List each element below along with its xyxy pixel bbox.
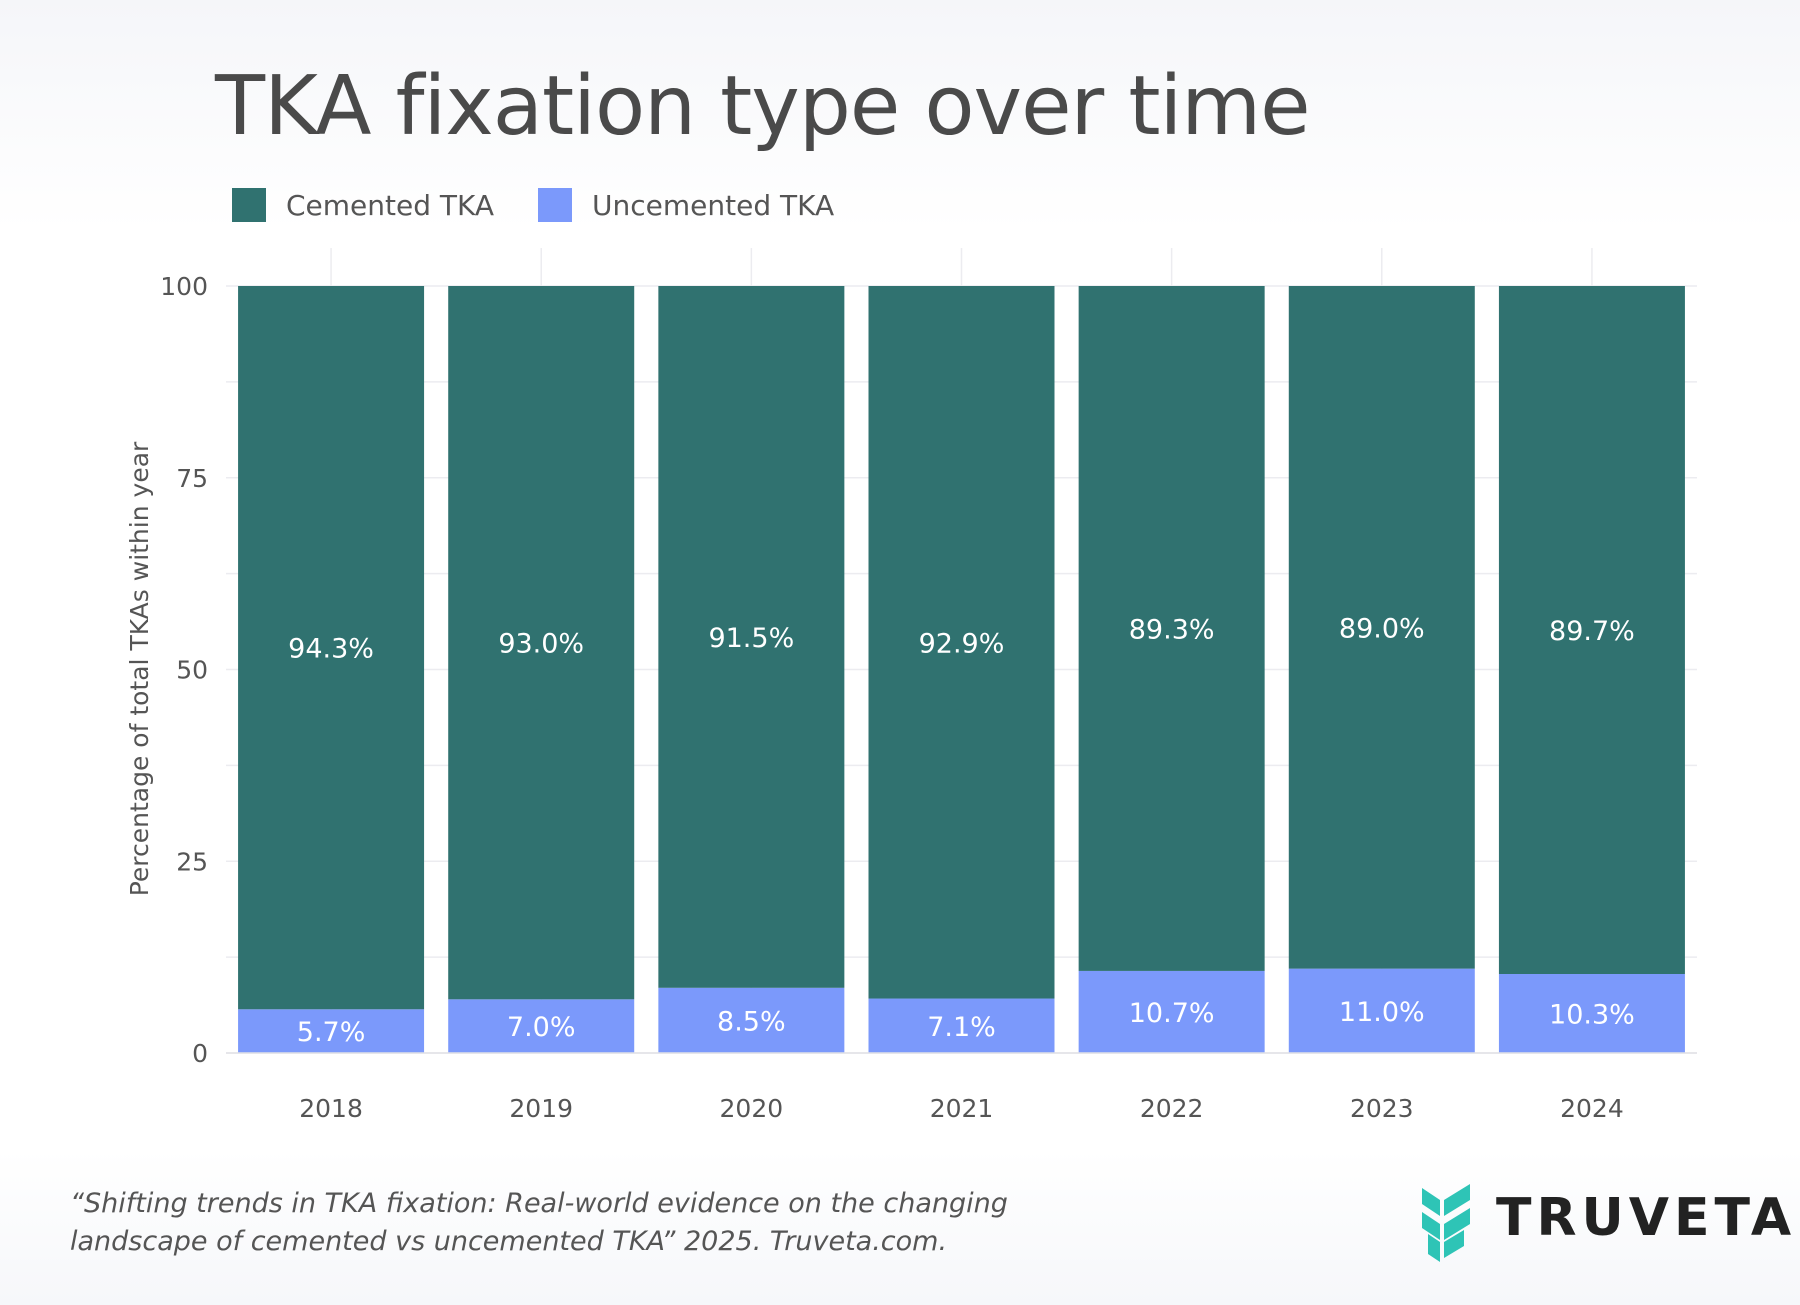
y-tick-label: 0: [192, 1039, 208, 1068]
legend: Cemented TKA Uncemented TKA: [232, 188, 878, 222]
y-tick-label: 100: [160, 272, 208, 301]
x-tick-label: 2023: [1350, 1094, 1414, 1123]
y-tick-label: 25: [176, 847, 208, 876]
legend-label-uncemented: Uncemented TKA: [592, 188, 835, 222]
data-label-cemented: 91.5%: [708, 623, 794, 654]
citation: “Shifting trends in TKA fixation: Real-w…: [70, 1185, 1010, 1261]
data-label-uncemented: 10.7%: [1129, 998, 1215, 1029]
data-label-cemented: 94.3%: [288, 634, 374, 665]
data-label-uncemented: 10.3%: [1549, 999, 1635, 1030]
data-label-uncemented: 7.1%: [927, 1012, 996, 1043]
bar-cemented: [658, 286, 845, 988]
data-label-uncemented: 7.0%: [507, 1012, 576, 1043]
x-tick-label: 2021: [930, 1094, 994, 1123]
bar-uncemented: [1078, 970, 1265, 1053]
data-label-uncemented: 8.5%: [717, 1006, 786, 1037]
data-label-cemented: 93.0%: [498, 629, 584, 660]
bar-uncemented: [448, 999, 635, 1053]
bar-uncemented: [1288, 968, 1475, 1053]
bar-cemented: [448, 286, 635, 1000]
x-tick-label: 2019: [509, 1094, 573, 1123]
citation-line-2: landscape of cemented vs uncemented TKA”…: [70, 1226, 948, 1257]
bar-uncemented: [658, 987, 845, 1053]
data-label-uncemented: 5.7%: [297, 1017, 366, 1048]
data-labels: 5.7% 94.3% 7.0% 93.0% 8.5% 91.5% 7.1% 92.9% 10.7…: [288, 613, 1635, 1048]
legend-swatch-cemented: [232, 188, 266, 222]
y-tick-label: 75: [176, 464, 208, 493]
truveta-chevron-icon: [1422, 1184, 1470, 1262]
x-tick-label: 2024: [1560, 1094, 1624, 1123]
bar-uncemented: [238, 1009, 425, 1053]
bar-cemented: [238, 286, 425, 1010]
legend-item-cemented[interactable]: Cemented TKA: [232, 188, 494, 222]
x-tick-label: 2022: [1140, 1094, 1204, 1123]
truveta-logo[interactable]: TRUVETA: [1418, 1172, 1796, 1264]
bar-uncemented: [1498, 973, 1685, 1053]
bar-cemented: [1498, 286, 1685, 974]
legend-item-uncemented[interactable]: Uncemented TKA: [538, 188, 834, 222]
bar-cemented: [1288, 286, 1475, 969]
y-tick-label: 50: [176, 656, 208, 685]
axes: 0 25 50 75 100 2018 2019 2020 2021 2022 2023 2024: [160, 272, 1697, 1123]
data-label-cemented: 89.7%: [1549, 616, 1635, 647]
bars: [238, 286, 1685, 1053]
bar-uncemented: [868, 998, 1055, 1053]
legend-label-cemented: Cemented TKA: [286, 188, 495, 222]
y-axis-label: Percentage of total TKAs within year: [125, 441, 154, 896]
legend-swatch-uncemented: [538, 188, 573, 222]
stacked-bar-chart: 5.7% 94.3% 7.0% 93.0% 8.5% 91.5% 7.1% 92.9% 10.7…: [125, 248, 1697, 1123]
x-tick-label: 2020: [720, 1094, 784, 1123]
chart-title: TKA fixation type over time: [215, 59, 1311, 154]
data-label-cemented: 89.3%: [1129, 614, 1215, 645]
x-tick-label: 2018: [299, 1094, 363, 1123]
citation-line-1: “Shifting trends in TKA fixation: Real-w…: [70, 1188, 1008, 1219]
brand-name: TRUVETA: [1496, 1188, 1797, 1248]
data-label-cemented: 89.0%: [1339, 613, 1425, 644]
bar-cemented: [1078, 286, 1265, 971]
bar-cemented: [868, 286, 1055, 999]
data-label-uncemented: 11.0%: [1339, 997, 1425, 1028]
data-label-cemented: 92.9%: [919, 628, 1005, 659]
